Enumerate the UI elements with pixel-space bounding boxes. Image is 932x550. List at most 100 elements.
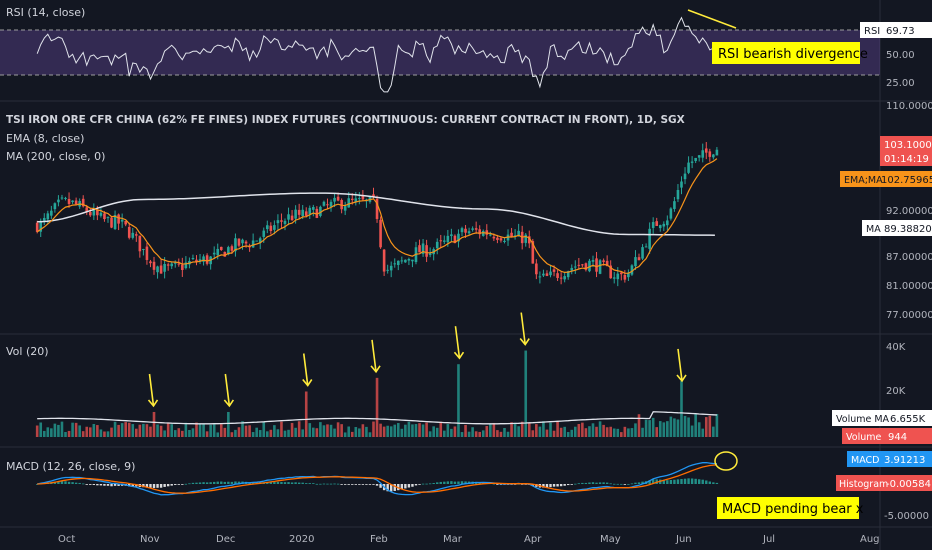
candle (241, 239, 244, 244)
volume-bar (329, 424, 333, 437)
histogram-bar (616, 483, 619, 485)
candle (159, 265, 163, 274)
histogram-tag-box (836, 475, 932, 491)
histogram-bar (450, 481, 453, 484)
volume-bar (117, 424, 120, 437)
volume-bar (556, 421, 559, 437)
ma-label: MA (200, close, 0) (6, 150, 105, 163)
volume-bar (205, 431, 209, 437)
macd-axis-minus5: -5.00000 (884, 511, 929, 522)
volume-bar (39, 422, 43, 437)
histogram-bar (390, 484, 393, 492)
volume-bar (570, 429, 574, 437)
candle (563, 276, 566, 280)
rsi-annotation: RSI bearish divergence (718, 47, 868, 62)
candle (308, 207, 312, 215)
volume-bar (450, 428, 453, 437)
histogram-bar (195, 482, 198, 484)
candle (481, 230, 485, 236)
histogram-bar (418, 484, 421, 485)
histogram-bar (174, 484, 177, 485)
histogram-bar (198, 482, 202, 484)
histogram-bar (432, 483, 435, 484)
histogram-bar (322, 483, 326, 485)
volume-arrows (147, 312, 687, 408)
histogram-bar (613, 483, 616, 485)
volume-bar (662, 422, 666, 437)
signal-line (37, 464, 717, 494)
ma200-line (37, 192, 715, 236)
candle (216, 248, 220, 256)
ma-tag: MA (866, 224, 881, 235)
histogram-bar (634, 482, 637, 484)
candle (237, 238, 241, 246)
volume-ma-tag-box (832, 410, 932, 426)
rsi-pane[interactable]: RSI (14, close) RSI bearish divergence R… (0, 6, 932, 93)
volume-bar (676, 419, 680, 437)
candle (435, 241, 439, 249)
candle (549, 271, 552, 276)
volume-axis-20k: 20K (886, 386, 906, 397)
candle (637, 257, 641, 261)
candle (538, 276, 542, 278)
histogram-bar (163, 484, 166, 487)
volume-bar (612, 428, 616, 437)
volume-bar (53, 423, 57, 437)
volume-bar (248, 425, 251, 437)
histogram-bar (694, 478, 697, 484)
histogram-bar (237, 481, 241, 484)
histogram-bar (106, 484, 110, 486)
histogram-bar (290, 482, 294, 484)
histogram-bar (212, 481, 216, 484)
candle (591, 260, 595, 262)
volume-bar (453, 426, 457, 437)
candle (701, 150, 705, 158)
histogram-bar (326, 483, 329, 485)
volume-bar (542, 421, 545, 437)
histogram-bar (683, 478, 687, 484)
rsi-tag-box (860, 22, 932, 38)
volume-title: Vol (20) (6, 345, 49, 358)
volume-bar (658, 421, 662, 437)
volume-bar (669, 416, 673, 437)
macd-tag-box (847, 451, 932, 467)
price-pane[interactable]: TSI IRON ORE CFR CHINA (62% FE FINES) IN… (6, 101, 932, 321)
candle (138, 235, 142, 252)
histogram-bar (301, 482, 304, 484)
histogram-bar (591, 482, 595, 484)
histogram-bar (428, 483, 432, 485)
rsi-annotation-box (712, 42, 860, 64)
candle (74, 200, 78, 205)
time-label-2020: 2020 (289, 534, 314, 545)
volume-bar (382, 426, 386, 437)
candle (269, 225, 273, 231)
macd-pane[interactable]: MACD (12, 26, close, 9) MACD pending bea… (6, 451, 932, 522)
volume-bar (304, 391, 308, 437)
histogram-bar (446, 481, 450, 484)
histogram-bar (177, 484, 180, 485)
histogram-bar (425, 483, 428, 485)
volume-pane[interactable]: Vol (20) 40K 20K Volume MA 6.655K Volume… (6, 312, 932, 444)
volume-bar (641, 427, 644, 437)
candle-countdown: 01:14:19 (884, 154, 929, 165)
time-axis[interactable]: Oct Nov Dec 2020 Feb Mar Apr May Jun Jul… (58, 534, 880, 545)
candle (35, 222, 39, 232)
candle (96, 209, 99, 216)
candle (634, 257, 637, 267)
histogram-bar (630, 483, 634, 485)
histogram-bar (361, 484, 365, 485)
candle (704, 148, 708, 153)
candle (524, 234, 528, 243)
candle (244, 241, 248, 244)
candle (708, 151, 712, 157)
volume-bar (251, 432, 255, 437)
volume-bar (42, 430, 46, 437)
volume-bar (386, 425, 389, 437)
rsi-line (36, 16, 718, 93)
candle (301, 209, 304, 216)
volume-bar (531, 430, 535, 437)
macd-annotation: MACD pending bear x (722, 502, 864, 517)
volume-bar (683, 415, 687, 437)
volume-bar (262, 421, 266, 437)
